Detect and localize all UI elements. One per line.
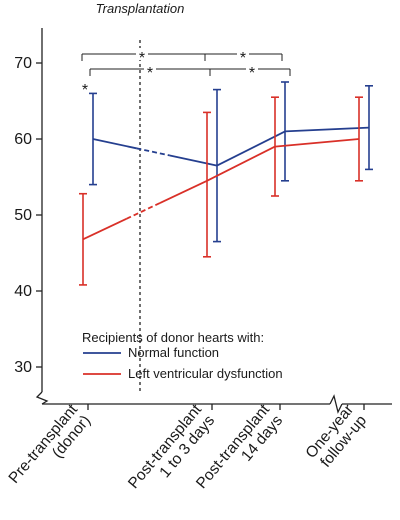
significance-star: * [240, 50, 246, 67]
series-line-segment [206, 145, 276, 182]
y-tick-label: 60 [14, 131, 32, 148]
y-tick-label: 40 [14, 283, 32, 300]
series-line-segment [92, 138, 137, 150]
star-bg [144, 63, 156, 75]
series-normal-function [89, 81, 373, 243]
legend-label: Normal function [128, 345, 219, 360]
x-axis-break [329, 394, 343, 414]
series-line-segment [274, 138, 360, 148]
y-tick-label: 50 [14, 207, 32, 224]
series-line-segment [159, 179, 208, 204]
y-axis-break [35, 391, 49, 405]
significance-bracket: * [89, 63, 291, 82]
significance-bracket: * [209, 63, 291, 82]
transplantation-label: Transplantation [96, 1, 185, 16]
significance-bracket: * [204, 48, 283, 67]
series-line-segment [284, 126, 370, 133]
legend-title: Recipients of donor hearts with: [82, 330, 264, 345]
legend: Recipients of donor hearts with:Normal f… [82, 330, 283, 381]
y-tick-label: 70 [14, 55, 32, 72]
legend-label: Left ventricular dysfunction [128, 366, 283, 381]
axes: 30 40 50 60 70 [14, 28, 392, 414]
series-line-dashed [126, 202, 161, 220]
series-line-segment [169, 154, 218, 167]
significance-brackets: * ** ** [81, 48, 291, 99]
annotation-layer: Transplantation [96, 1, 185, 393]
category-label: Pre-transplant(donor) [6, 401, 95, 487]
star-bg [246, 63, 258, 75]
series-line-dashed [136, 147, 171, 157]
significance-star: * [147, 65, 153, 82]
significance-star: * [139, 50, 145, 67]
star-bg [136, 48, 148, 60]
error-bar [203, 111, 211, 258]
significance-star: * [249, 65, 255, 82]
series-layer [79, 81, 373, 286]
series-lv-dysfunction [79, 96, 363, 286]
series-line-segment [216, 130, 286, 167]
star-bg [237, 48, 249, 60]
y-tick-label: 30 [14, 359, 32, 376]
significance-star: * [82, 82, 88, 99]
series-line-segment [82, 218, 127, 241]
